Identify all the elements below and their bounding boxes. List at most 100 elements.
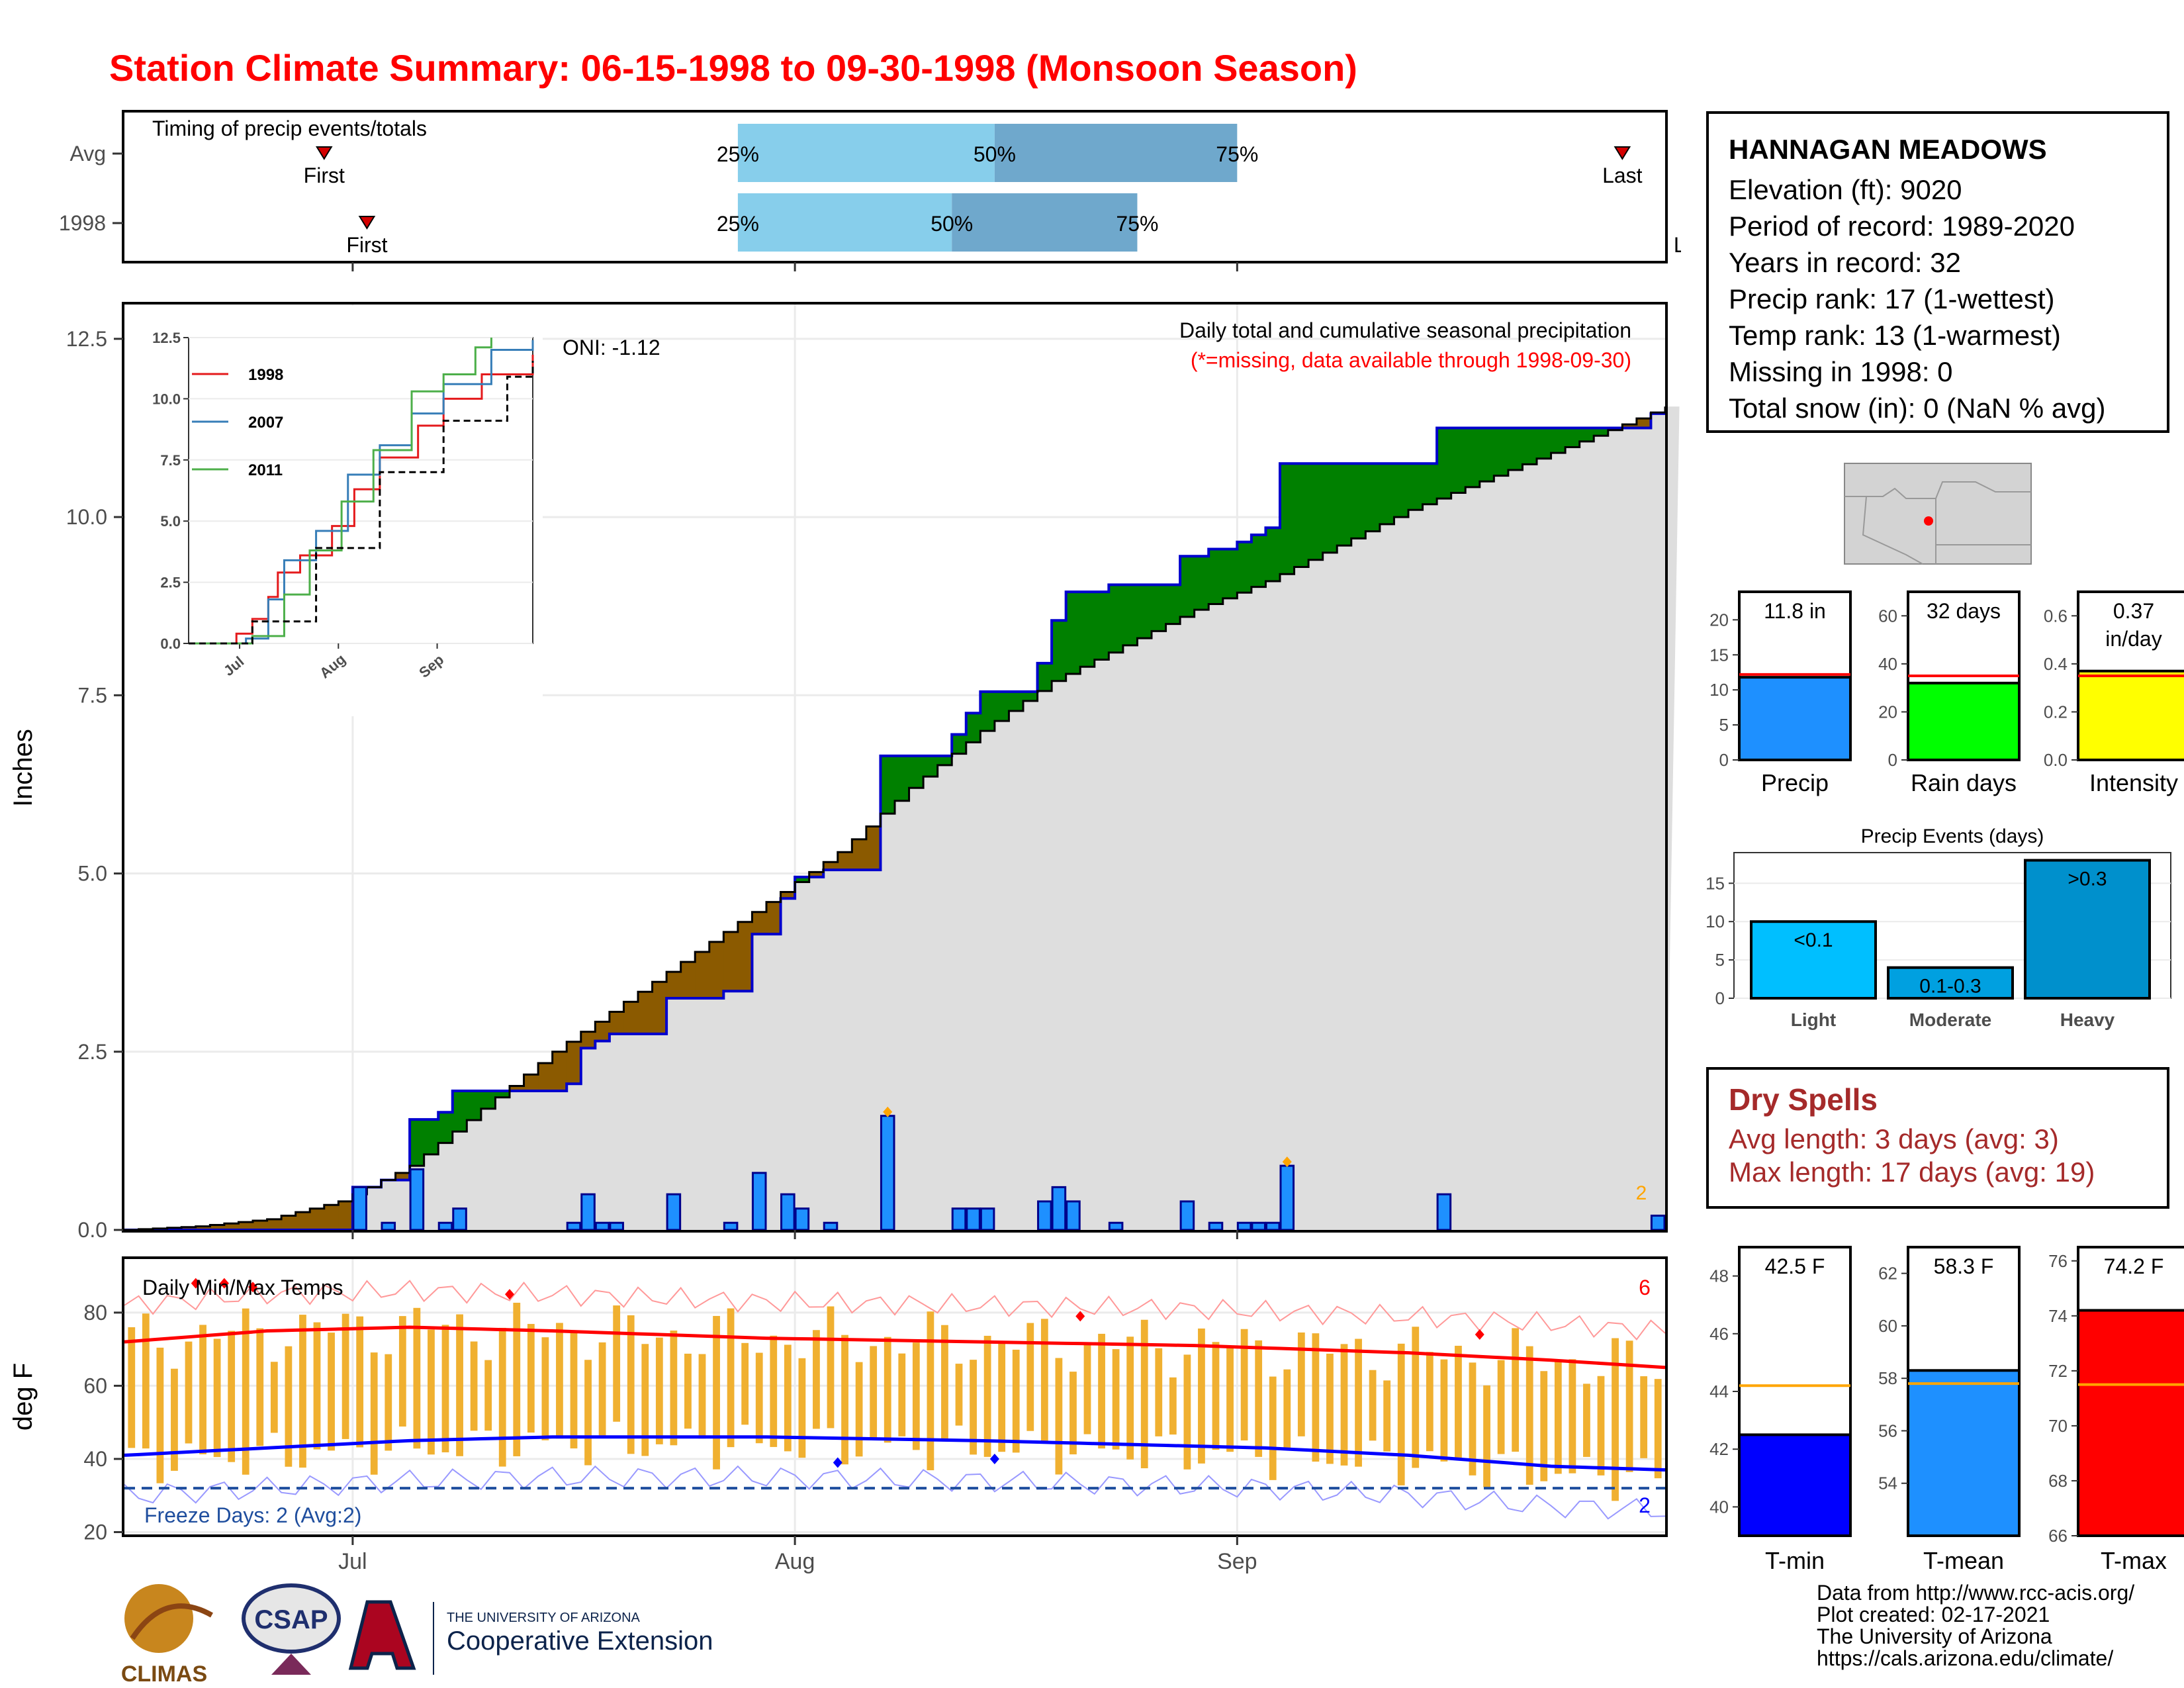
daily-temp-bar — [1040, 1319, 1048, 1442]
daily-temp-bar — [1540, 1371, 1548, 1481]
deficit-area — [253, 1221, 268, 1230]
daily-temp-bar — [1612, 1338, 1619, 1501]
footer-url: https://cals.arizona.edu/climate/ — [1817, 1646, 2114, 1670]
csap-logo[interactable]: CSAP — [242, 1583, 341, 1675]
daily-temp-bar — [698, 1354, 706, 1439]
ua-logo[interactable]: THE UNIVERSITY OF ARIZONA Cooperative Ex… — [348, 1600, 713, 1675]
inset-legend-label: 1998 — [248, 366, 283, 384]
daily-temp-bar — [1640, 1376, 1648, 1458]
daily-temp-bar — [398, 1316, 406, 1427]
surplus-area — [1451, 428, 1466, 493]
climas-logo[interactable]: CLIMAS — [121, 1584, 213, 1687]
daily-temp-bar — [1483, 1385, 1490, 1487]
surplus-area — [1194, 556, 1209, 610]
totals-0-tick-label: 20 — [1709, 610, 1729, 630]
daily-temp-bar — [527, 1324, 535, 1433]
daily-temp-bar — [1583, 1383, 1590, 1457]
daily-temp-bar — [1083, 1342, 1091, 1434]
timing-pct-label: 75% — [1216, 142, 1258, 166]
daily-temp-bar — [1026, 1323, 1034, 1431]
footer-created: Plot created: 02-17-2021 — [1817, 1603, 2050, 1626]
daily-precip-bar — [1066, 1200, 1081, 1231]
deficit-area — [666, 972, 682, 998]
timing-pct-label: 50% — [931, 212, 973, 236]
daily-temp-bar — [898, 1353, 906, 1436]
deficit-area — [695, 952, 710, 998]
surplus-area — [438, 1112, 453, 1143]
precip-x-axis — [351, 1230, 1238, 1239]
surplus-area — [1122, 585, 1138, 645]
timing-pct-label: 25% — [717, 212, 759, 236]
events-tick-label: 15 — [1706, 873, 1725, 893]
daily-temp-bar — [484, 1360, 492, 1431]
tsum-0-tick-label: 48 — [1709, 1266, 1729, 1286]
record-low-marker — [833, 1457, 842, 1468]
record-high-marker — [191, 1278, 201, 1289]
events-tick-label: 0 — [1715, 988, 1725, 1008]
daily-temp-bar — [970, 1360, 977, 1455]
daily-temp-bar — [1554, 1360, 1562, 1474]
precip-panel: 0.0 2.5 5.0 7.5 10.0 12.5 Inches Daily total … — [9, 302, 1680, 1242]
daily-precip-bar — [1279, 1164, 1295, 1231]
deficit-area — [580, 1031, 596, 1049]
daily-precip-bar — [1436, 1193, 1452, 1231]
daily-temp-bar — [983, 1335, 991, 1457]
temp-lines — [124, 1278, 1666, 1520]
precip-y-label: Inches — [9, 729, 38, 807]
tsum-1-bar — [1907, 1369, 2021, 1537]
tsum-0-tick-label: 44 — [1709, 1382, 1729, 1401]
daily-temp-bar — [1369, 1370, 1377, 1441]
tsum-2-tick-label: 66 — [2048, 1526, 2068, 1546]
daily-temp-bar — [356, 1316, 364, 1448]
record-high-marker — [1475, 1329, 1484, 1340]
daily-temp-bar — [470, 1341, 478, 1431]
surplus-area — [1408, 463, 1424, 510]
tsum-1-tick-label: 58 — [1878, 1368, 1897, 1388]
tsum-0-value-label: 42.5 F — [1765, 1254, 1825, 1278]
dry-spells-max: Max length: 17 days (avg: 19) — [1729, 1156, 2095, 1188]
inset-legend-label: 2007 — [248, 414, 283, 432]
daily-temp-bar — [1297, 1332, 1305, 1436]
daily-temp-bar — [370, 1352, 378, 1475]
temp-title: Daily Min/Max Temps — [142, 1276, 343, 1299]
record-max-line — [124, 1280, 1666, 1341]
tsum-1-tick-label: 56 — [1878, 1421, 1897, 1440]
daily-precip-bar — [409, 1168, 425, 1231]
surplus-area — [1437, 428, 1452, 499]
deficit-area — [210, 1225, 225, 1230]
temp-y-tick-label: 60 — [83, 1374, 107, 1397]
daily-temp-bar — [1597, 1376, 1605, 1476]
station-temp-rank: Temp rank: 13 (1-warmest) — [1729, 320, 2061, 351]
surplus-area — [1508, 428, 1524, 470]
surplus-area — [880, 755, 895, 814]
ua-big-text: Cooperative Extension — [447, 1626, 713, 1656]
daily-precip-bar — [1108, 1221, 1124, 1231]
surplus-area — [1009, 691, 1024, 711]
daily-temp-bar — [1654, 1379, 1662, 1479]
surplus-area — [1594, 428, 1609, 436]
hot-days-count: 6 — [1639, 1276, 1651, 1299]
timing-title: Timing of precip events/totals — [152, 117, 427, 140]
cold-days-count: 2 — [1639, 1493, 1651, 1517]
surplus-area — [1137, 585, 1152, 639]
timing-iqr-high-bar — [994, 124, 1238, 182]
temp-x-axis: Jul Aug Sep — [338, 1536, 1257, 1574]
daily-temp-bar — [299, 1315, 306, 1468]
precip-y-tick-label: 12.5 — [66, 327, 107, 351]
precip-y-tick-label: 5.0 — [78, 862, 107, 886]
daily-temp-bar — [1126, 1336, 1134, 1460]
avg-max-line — [124, 1325, 1666, 1370]
surplus-area — [467, 1091, 482, 1121]
daily-precip-bar — [609, 1221, 624, 1231]
precip-y-tick-label: 0.0 — [78, 1218, 107, 1242]
csap-cloud-icon — [242, 1583, 341, 1654]
surplus-area — [1037, 663, 1052, 691]
daily-precip-bar — [1051, 1186, 1067, 1231]
surplus-area — [1222, 549, 1238, 598]
timing-pct-label: 75% — [1116, 212, 1158, 236]
deficit-area — [1622, 424, 1637, 428]
daily-precip-bar — [381, 1221, 396, 1231]
surplus-area — [1337, 463, 1352, 546]
daily-precip-bar — [1650, 1214, 1666, 1231]
